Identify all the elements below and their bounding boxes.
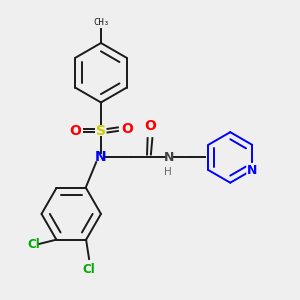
Text: N: N: [247, 164, 257, 177]
Text: N: N: [164, 151, 175, 164]
Text: N: N: [95, 150, 107, 164]
Text: Cl: Cl: [83, 263, 95, 276]
Text: H: H: [164, 167, 172, 177]
Text: Cl: Cl: [28, 238, 40, 251]
Text: S: S: [96, 124, 106, 138]
Text: CH₃: CH₃: [93, 18, 109, 27]
Text: O: O: [121, 122, 133, 136]
Text: O: O: [144, 119, 156, 133]
Text: O: O: [69, 124, 81, 138]
